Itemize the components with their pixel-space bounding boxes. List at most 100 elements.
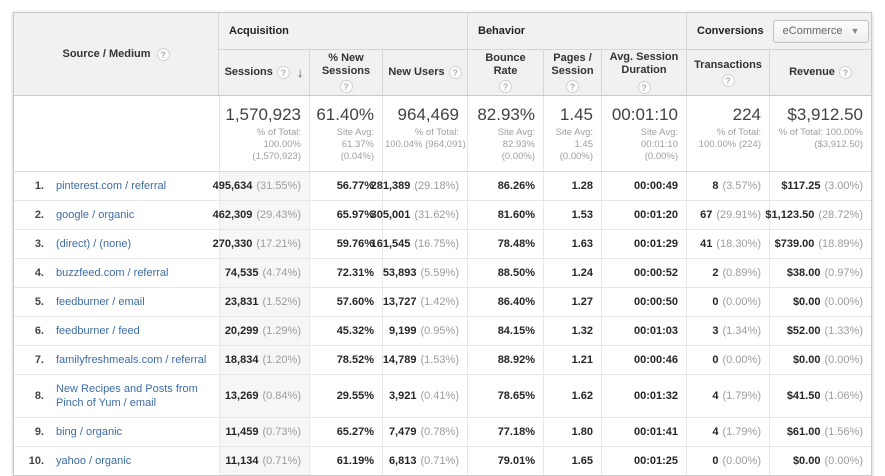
sessions-cell: 13,269 (0.84%): [219, 375, 309, 417]
total-new-sessions-value: 61.40%: [316, 105, 374, 124]
table-body: 1. pinterest.com / referral 495,634 (31.…: [14, 172, 871, 475]
group-header-row: Acquisition Behavior Conversions eCommer…: [219, 13, 871, 50]
column-header-row: Sessions ? ↓ % New Sessions ? New Users …: [219, 50, 871, 95]
source-medium-link[interactable]: pinterest.com / referral: [56, 180, 167, 192]
help-icon[interactable]: ?: [838, 66, 852, 79]
avg-session-duration-cell: 00:00:50: [601, 288, 686, 316]
duration-header-label: Avg. Session Duration: [609, 51, 679, 76]
total-new-users: 964,469 % of Total: 100.04% (964,091): [382, 96, 467, 171]
conversions-label: Conversions: [697, 25, 764, 37]
bounce-rate-cell: 88.92%: [467, 346, 543, 374]
metric-header-area: Acquisition Behavior Conversions eCommer…: [219, 13, 871, 95]
avg-session-duration-cell: 00:01:03: [601, 317, 686, 345]
sessions-cell: 11,459 (0.73%): [219, 418, 309, 446]
help-icon[interactable]: ?: [276, 66, 290, 79]
source-medium-link[interactable]: buzzfeed.com / referral: [56, 267, 169, 279]
analytics-table-card: Source / Medium ? Acquisition Behavior C…: [13, 12, 872, 476]
ecommerce-dropdown-value: eCommerce: [782, 25, 843, 37]
new-users-cell: 53,893 (5.59%): [382, 259, 467, 287]
transactions-cell: 3 (1.34%): [686, 317, 769, 345]
total-duration-value: 00:01:10: [611, 105, 678, 124]
source-medium-link[interactable]: New Recipes and Posts from Pinch of Yum …: [56, 383, 198, 409]
bounce-rate-cell: 79.01%: [467, 447, 543, 475]
transactions-cell: 2 (0.89%): [686, 259, 769, 287]
source-medium-link[interactable]: google / organic: [56, 209, 135, 221]
source-medium-link[interactable]: feedburner / email: [56, 296, 145, 308]
column-header-percent-new-sessions[interactable]: % New Sessions ?: [309, 50, 382, 95]
new-users-cell: 281,389 (29.18%): [371, 172, 467, 200]
help-icon[interactable]: ?: [566, 80, 579, 93]
source-medium-link[interactable]: familyfreshmeals.com / referral: [56, 354, 207, 366]
bounce-rate-header-label: Bounce Rate: [485, 52, 526, 77]
revenue-cell: $0.00 (0.00%): [769, 346, 871, 374]
new-users-cell: 6,813 (0.71%): [382, 447, 467, 475]
help-icon[interactable]: ?: [637, 81, 651, 94]
pages-session-cell: 1.65: [543, 447, 601, 475]
source-medium-link[interactable]: (direct) / (none): [56, 238, 132, 250]
percent-new-sessions-cell: 72.31%: [309, 259, 382, 287]
avg-session-duration-cell: 00:01:20: [601, 201, 686, 229]
help-icon[interactable]: ?: [721, 73, 735, 87]
percent-new-sessions-cell: 65.97%: [309, 201, 382, 229]
source-medium-link[interactable]: feedburner / feed: [56, 325, 140, 337]
transactions-cell: 8 (3.57%): [686, 172, 769, 200]
table-header: Source / Medium ? Acquisition Behavior C…: [14, 13, 871, 96]
sessions-cell: 23,831 (1.52%): [219, 288, 309, 316]
total-pages-session: 1.45 Site Avg: 1.45 (0.00%): [543, 96, 601, 171]
transactions-header-label: Transactions: [694, 58, 762, 71]
total-new-users-value: 964,469: [397, 105, 459, 124]
column-header-sessions[interactable]: Sessions ? ↓: [219, 50, 309, 95]
column-header-pages-session[interactable]: Pages / Session ?: [543, 50, 601, 95]
percent-new-sessions-cell: 57.60%: [309, 288, 382, 316]
acquisition-label: Acquisition: [229, 25, 289, 37]
bounce-rate-cell: 84.15%: [467, 317, 543, 345]
help-icon[interactable]: ?: [339, 80, 353, 93]
total-transactions-value: 224: [732, 105, 761, 124]
revenue-cell: $0.00 (0.00%): [769, 447, 871, 475]
table-row: 3. (direct) / (none) 270,330 (17.21%) 59…: [14, 230, 871, 259]
transactions-cell: 0 (0.00%): [686, 346, 769, 374]
percent-new-sessions-cell: 45.32%: [309, 317, 382, 345]
pages-session-header-label: Pages / Session: [551, 52, 594, 77]
sessions-cell: 270,330 (17.21%): [213, 230, 309, 258]
row-rank: 5.: [34, 296, 44, 308]
transactions-cell: 67 (29.91%): [686, 201, 769, 229]
row-rank: 6.: [34, 325, 44, 337]
column-header-transactions[interactable]: Transactions ?: [686, 50, 769, 95]
avg-session-duration-cell: 00:00:52: [601, 259, 686, 287]
source-medium-cell: 6. feedburner / feed: [14, 317, 219, 345]
new-users-cell: 9,199 (0.95%): [382, 317, 467, 345]
revenue-header-label: Revenue: [789, 66, 835, 78]
total-transactions: 224 % of Total: 100.00% (224): [686, 96, 769, 171]
transactions-cell: 4 (1.79%): [686, 418, 769, 446]
percent-new-sessions-cell: 61.19%: [309, 447, 382, 475]
ecommerce-dropdown[interactable]: eCommerce ▼: [772, 19, 870, 43]
sessions-cell: 18,834 (1.20%): [219, 346, 309, 374]
column-header-avg-session-duration[interactable]: Avg. Session Duration ?: [601, 50, 686, 95]
revenue-cell: $1,123.50 (28.72%): [765, 201, 871, 229]
bounce-rate-cell: 81.60%: [467, 201, 543, 229]
transactions-cell: 0 (0.00%): [686, 288, 769, 316]
bounce-rate-cell: 78.48%: [467, 230, 543, 258]
column-header-new-users[interactable]: New Users ?: [382, 50, 467, 95]
column-header-bounce-rate[interactable]: Bounce Rate ?: [467, 50, 543, 95]
column-header-revenue[interactable]: Revenue ?: [769, 50, 871, 95]
table-row: 9. bing / organic 11,459 (0.73%) 65.27% …: [14, 418, 871, 447]
bounce-rate-cell: 86.26%: [467, 172, 543, 200]
help-icon[interactable]: ?: [156, 47, 170, 61]
source-medium-link[interactable]: bing / organic: [56, 426, 123, 438]
column-header-source-medium[interactable]: Source / Medium ?: [14, 13, 219, 95]
percent-new-sessions-cell: 65.27%: [309, 418, 382, 446]
avg-session-duration-cell: 00:01:29: [601, 230, 686, 258]
total-bounce-rate: 82.93% Site Avg: 82.93% (0.00%): [467, 96, 543, 171]
bounce-rate-cell: 77.18%: [467, 418, 543, 446]
help-icon[interactable]: ?: [448, 66, 462, 79]
source-medium-cell: 3. (direct) / (none): [14, 230, 219, 258]
behavior-label: Behavior: [478, 25, 526, 37]
help-icon[interactable]: ?: [499, 80, 512, 93]
revenue-cell: $38.00 (0.97%): [769, 259, 871, 287]
source-medium-label: Source / Medium: [62, 48, 151, 60]
table-row: 5. feedburner / email 23,831 (1.52%) 57.…: [14, 288, 871, 317]
source-medium-link[interactable]: yahoo / organic: [56, 455, 132, 467]
table-row: 10. yahoo / organic 11,134 (0.71%) 61.19…: [14, 447, 871, 475]
